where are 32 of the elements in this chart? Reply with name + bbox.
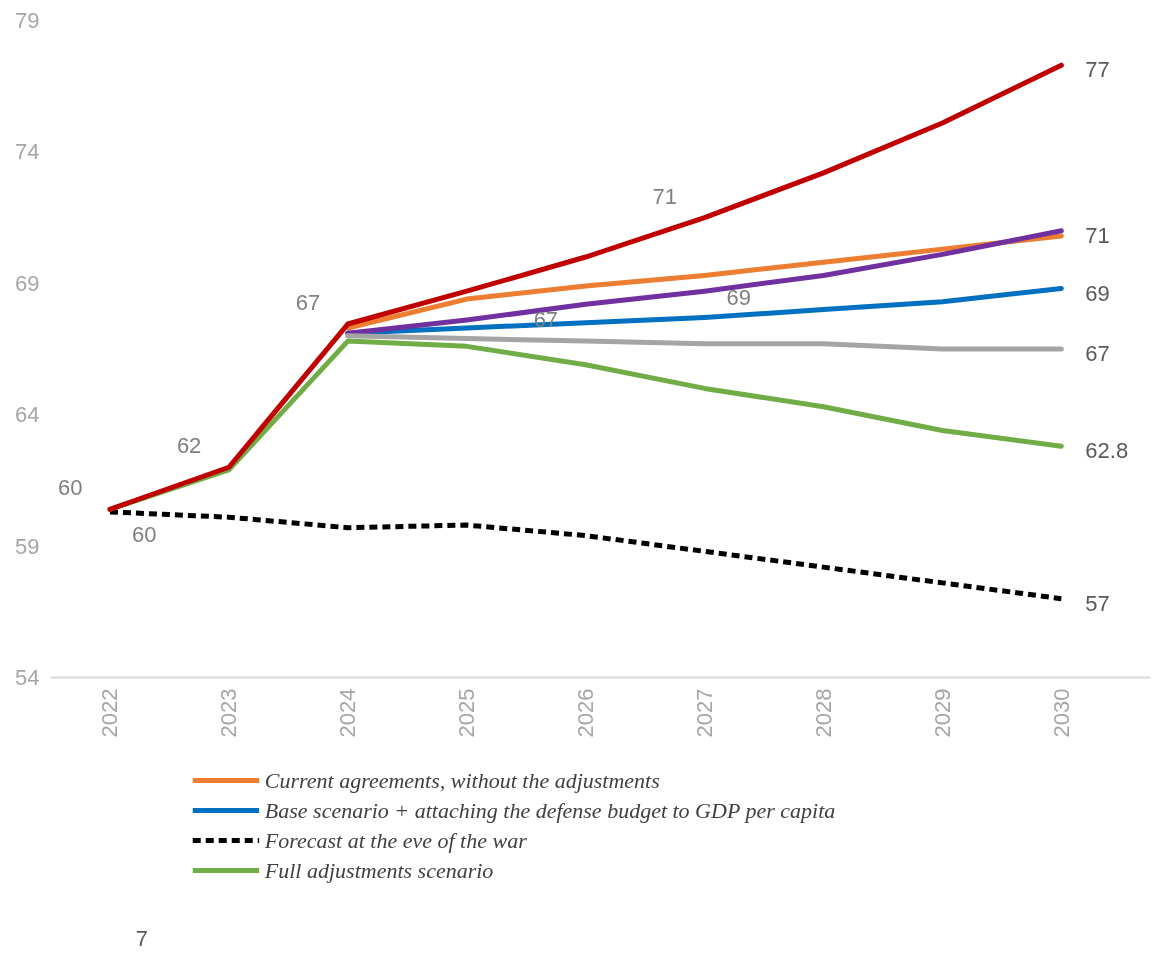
x-tick-label: 2028: [810, 688, 836, 738]
x-tick-label: 2025: [454, 688, 480, 738]
y-tick-label: 69: [15, 270, 40, 296]
x-tick-label: 2030: [1048, 688, 1074, 738]
y-tick-label: 74: [15, 139, 40, 165]
x-tick-label: 2027: [692, 688, 718, 738]
annotation: 62: [176, 433, 202, 459]
annotation: 77: [1085, 57, 1110, 83]
x-tick-label: 2026: [573, 688, 599, 738]
legend-label: Full adjustments scenario: [263, 858, 494, 883]
y-tick-label: 64: [15, 402, 40, 428]
annotation: 67: [295, 290, 321, 316]
y-tick-label: 59: [15, 533, 40, 559]
annotation: 60: [57, 475, 83, 501]
legend-label: Base scenario + attaching the defense budget to GDP per capita: [264, 798, 836, 823]
y-tick-label: 54: [15, 665, 40, 690]
annotation: 71: [1085, 222, 1110, 248]
annotation: 69: [726, 285, 752, 311]
annotation: 69: [1085, 280, 1110, 306]
annotation: 60: [131, 521, 157, 547]
x-tick-label: 2023: [216, 688, 242, 738]
annotation: 57: [1085, 590, 1110, 616]
annotation: 67: [1085, 341, 1110, 366]
legend-label: Forecast at the eve of the war: [263, 828, 528, 853]
annotation: 62.8: [1085, 438, 1129, 464]
annotation: 71: [652, 183, 678, 209]
legend-label: Current agreements, without the adjustments: [264, 768, 660, 793]
text: 7: [135, 925, 149, 951]
x-tick-label: 2024: [335, 688, 361, 738]
x-tick-label: 2029: [929, 688, 955, 738]
x-tick-label: 2022: [97, 688, 123, 738]
y-tick-label: 79: [15, 8, 40, 33]
